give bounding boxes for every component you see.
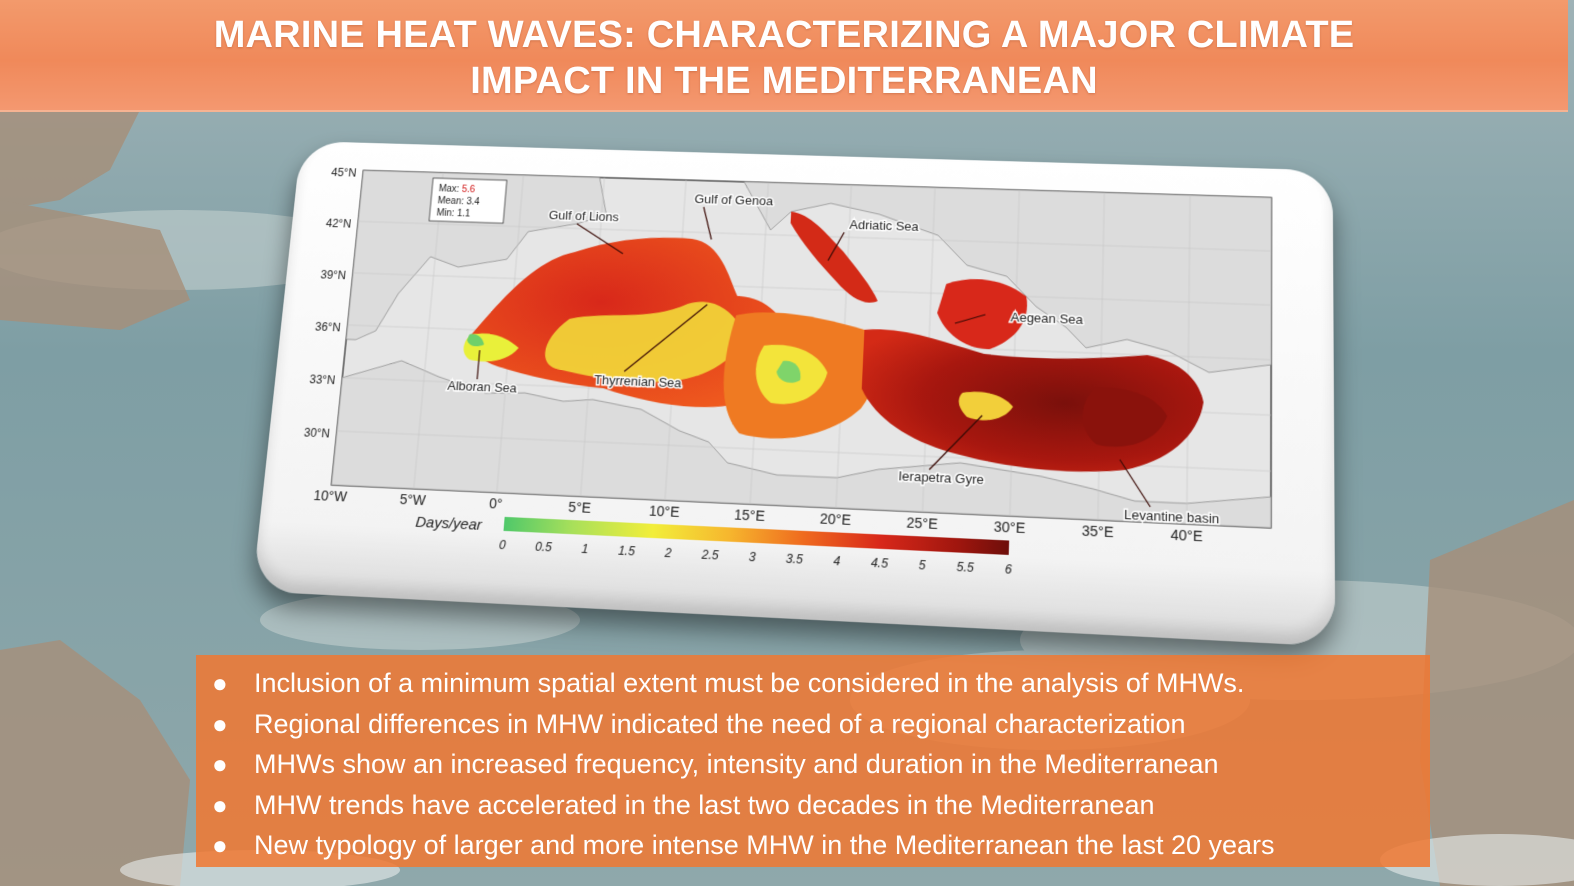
lon-label: 10°W bbox=[313, 488, 348, 505]
region-label: Levantine basin bbox=[1124, 507, 1219, 526]
stats-min: Min: 1.1 bbox=[436, 208, 471, 220]
finding-item: ● MHWs show an increased frequency, inten… bbox=[212, 744, 1430, 785]
lon-label: 5°W bbox=[399, 492, 427, 509]
bullet-icon: ● bbox=[212, 785, 228, 826]
finding-text: Inclusion of a minimum spatial extent mu… bbox=[254, 668, 1244, 698]
colorbar-tick: 4 bbox=[833, 554, 841, 568]
finding-text: New typology of larger and more intense … bbox=[254, 830, 1275, 860]
findings-list: ● Inclusion of a minimum spatial extent m… bbox=[196, 655, 1430, 866]
colorbar-tick: 0.5 bbox=[535, 540, 553, 554]
lat-label: 45°N bbox=[331, 167, 357, 180]
colorbar-tick: 3 bbox=[748, 550, 756, 564]
lon-label: 20°E bbox=[820, 511, 852, 528]
lat-label: 39°N bbox=[320, 269, 347, 283]
colorbar-tick: 3.5 bbox=[786, 552, 804, 567]
lat-label: 33°N bbox=[309, 373, 336, 387]
colorbar-tick: 5.5 bbox=[956, 560, 974, 575]
finding-item: ● MHW trends have accelerated in the last… bbox=[212, 785, 1430, 826]
lon-label: 25°E bbox=[906, 515, 938, 532]
finding-text: MHW trends have accelerated in the last … bbox=[254, 790, 1154, 820]
title-line-2: IMPACT IN THE MEDITERRANEAN bbox=[0, 58, 1568, 104]
findings-box: ● Inclusion of a minimum spatial extent m… bbox=[196, 655, 1430, 867]
stats-mean: Mean: 3.4 bbox=[437, 196, 481, 208]
finding-item: ● Inclusion of a minimum spatial extent m… bbox=[212, 663, 1430, 704]
mhw-map: Max: 5.6 Mean: 3.4 Min: 1.1 45°N 42°N 39°N… bbox=[252, 141, 1335, 647]
bullet-icon: ● bbox=[212, 744, 228, 785]
finding-item: ● Regional differences in MHW indicated t… bbox=[212, 704, 1430, 745]
stats-max-value: 5.6 bbox=[461, 184, 475, 195]
colorbar-tick: 6 bbox=[1005, 563, 1013, 577]
lon-label: 0° bbox=[489, 496, 503, 512]
page-title: MARINE HEAT WAVES: CHARACTERIZING A MAJO… bbox=[0, 0, 1568, 104]
finding-text: Regional differences in MHW indicated th… bbox=[254, 709, 1186, 739]
colorbar-tick: 2 bbox=[663, 546, 672, 560]
lat-label: 36°N bbox=[314, 321, 341, 335]
stats-max-label: Max: bbox=[438, 184, 459, 195]
title-line-1: MARINE HEAT WAVES: CHARACTERIZING A MAJO… bbox=[0, 12, 1568, 58]
region-label: Aegean Sea bbox=[1010, 310, 1083, 327]
region-label: Adriatic Sea bbox=[849, 218, 919, 234]
finding-item: ● New typology of larger and more intense… bbox=[212, 825, 1430, 866]
lon-label: 35°E bbox=[1082, 523, 1114, 540]
lon-label: 5°E bbox=[568, 499, 592, 516]
lon-label: 10°E bbox=[648, 503, 679, 520]
colorbar-tick: 0 bbox=[498, 538, 506, 552]
bullet-icon: ● bbox=[212, 825, 228, 866]
region-label: Gulf of Genoa bbox=[694, 192, 773, 208]
stats-box: Max: 5.6 Mean: 3.4 Min: 1.1 bbox=[429, 178, 507, 223]
colorbar-tick: 1 bbox=[581, 542, 589, 556]
colorbar-tick: 1.5 bbox=[618, 544, 636, 558]
map-card: Max: 5.6 Mean: 3.4 Min: 1.1 45°N 42°N 39°N… bbox=[252, 141, 1335, 647]
lat-label: 30°N bbox=[303, 427, 330, 441]
svg-text:Max: 5.6: Max: 5.6 bbox=[438, 184, 475, 196]
lon-label: 40°E bbox=[1170, 527, 1202, 545]
finding-text: MHWs show an increased frequency, intens… bbox=[254, 749, 1219, 779]
colorbar-tick: 4.5 bbox=[871, 556, 889, 571]
title-banner: MARINE HEAT WAVES: CHARACTERIZING A MAJO… bbox=[0, 0, 1568, 112]
region-label: Alboran Sea bbox=[447, 379, 517, 396]
bullet-icon: ● bbox=[212, 663, 228, 704]
bullet-icon: ● bbox=[212, 704, 228, 745]
colorbar-tick: 5 bbox=[918, 559, 926, 573]
lat-label: 42°N bbox=[325, 217, 351, 230]
region-label: Gulf of Lions bbox=[548, 208, 619, 224]
lon-label: 15°E bbox=[734, 507, 766, 524]
lon-label: 30°E bbox=[994, 519, 1026, 536]
colorbar-label: Days/year bbox=[415, 514, 484, 534]
colorbar-tick: 2.5 bbox=[700, 548, 719, 563]
